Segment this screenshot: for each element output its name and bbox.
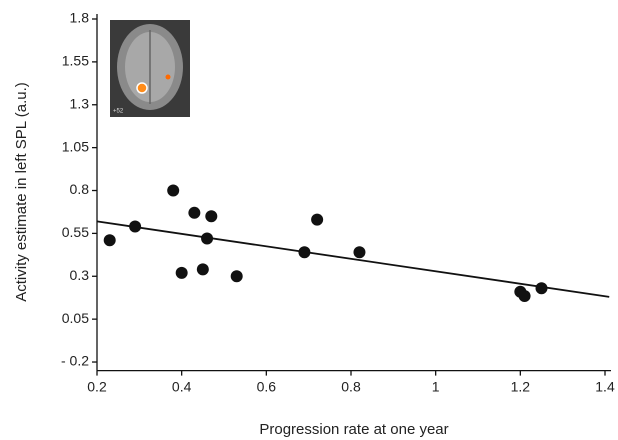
point — [311, 213, 324, 226]
x-tick-label: 1.4 — [595, 378, 615, 394]
y-axis-label: Activity estimate in left SPL (a.u.) — [13, 82, 30, 302]
x-tick-label: 1 — [432, 378, 440, 394]
y-tick-label: 1.55 — [62, 53, 89, 69]
inset-activation — [136, 82, 148, 94]
y-tick-label: 1.3 — [70, 95, 90, 111]
point — [201, 232, 214, 245]
y-tick-label: 0.05 — [62, 310, 89, 326]
y-tick-label: 0.55 — [62, 224, 89, 240]
point — [129, 220, 142, 233]
y-tick-label: 0.3 — [70, 267, 90, 283]
x-tick-label: 1.2 — [511, 378, 531, 394]
y-tick-label: - 0.2 — [61, 353, 89, 369]
point — [518, 289, 531, 302]
point — [103, 234, 116, 247]
y-tick-label: 0.8 — [70, 181, 90, 197]
point — [196, 263, 209, 276]
x-tick-label: 0.2 — [87, 378, 107, 394]
point — [298, 246, 311, 259]
y-tick-label: 1.8 — [70, 10, 90, 26]
point — [535, 282, 548, 295]
inset-label: +52 — [113, 109, 124, 115]
x-axis-label: Progression rate at one year — [259, 421, 448, 438]
inset-activation — [165, 74, 171, 80]
x-tick-label: 0.4 — [172, 378, 192, 394]
point — [353, 246, 366, 259]
inset-image: +52 — [110, 20, 190, 117]
y-tick-label: 1.05 — [62, 138, 89, 154]
point — [205, 210, 218, 223]
point — [188, 206, 201, 219]
fit-line — [96, 220, 610, 298]
point — [230, 270, 243, 283]
x-tick-label: 0.8 — [341, 378, 361, 394]
x-tick-label: 0.6 — [257, 378, 277, 394]
point — [175, 266, 188, 279]
point — [167, 184, 180, 197]
